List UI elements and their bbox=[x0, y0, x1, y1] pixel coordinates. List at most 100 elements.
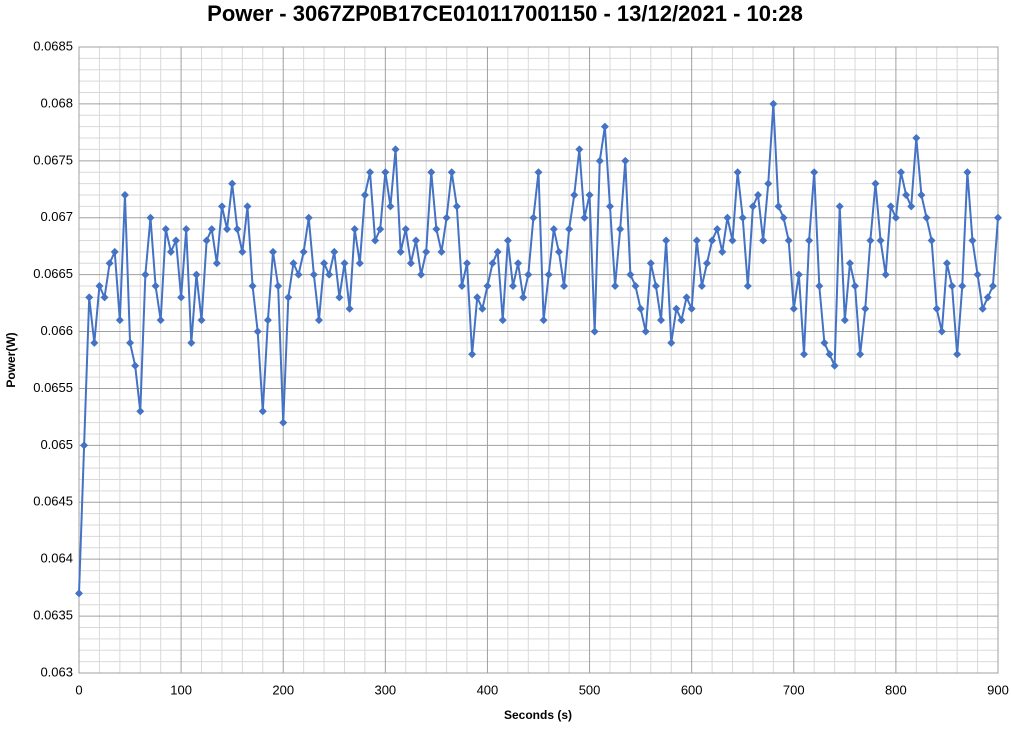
x-tick-label: 300 bbox=[374, 682, 396, 697]
data-point bbox=[789, 304, 798, 313]
data-point bbox=[856, 350, 865, 359]
x-tick-label: 800 bbox=[885, 682, 907, 697]
data-point bbox=[304, 213, 313, 222]
data-point bbox=[764, 179, 773, 188]
data-point bbox=[151, 282, 160, 291]
data-point bbox=[473, 293, 482, 302]
data-point bbox=[570, 190, 579, 199]
data-point bbox=[172, 236, 181, 245]
data-point bbox=[468, 350, 477, 359]
data-point bbox=[457, 282, 466, 291]
data-point bbox=[544, 270, 553, 279]
grid bbox=[78, 46, 999, 674]
data-point bbox=[687, 304, 696, 313]
data-point bbox=[493, 247, 502, 256]
data-point bbox=[754, 190, 763, 199]
data-point bbox=[432, 225, 441, 234]
data-point bbox=[508, 282, 517, 291]
data-point bbox=[815, 282, 824, 291]
data-point bbox=[891, 213, 900, 222]
data-point bbox=[126, 338, 135, 347]
data-point bbox=[177, 293, 186, 302]
y-tick-label: 0.0685 bbox=[33, 38, 73, 53]
y-tick-label: 0.0645 bbox=[33, 494, 73, 509]
data-point bbox=[738, 213, 747, 222]
data-point bbox=[263, 316, 272, 325]
data-point bbox=[692, 236, 701, 245]
data-point bbox=[80, 441, 89, 450]
x-tick-label: 500 bbox=[579, 682, 601, 697]
data-point bbox=[784, 236, 793, 245]
data-point bbox=[207, 225, 216, 234]
data-point bbox=[549, 225, 558, 234]
data-point bbox=[447, 168, 456, 177]
data-point bbox=[197, 316, 206, 325]
data-point bbox=[631, 282, 640, 291]
data-point bbox=[243, 202, 252, 211]
data-point bbox=[289, 259, 298, 268]
data-point bbox=[314, 316, 323, 325]
data-point bbox=[217, 202, 226, 211]
x-tick-label: 900 bbox=[987, 682, 1009, 697]
data-point bbox=[442, 213, 451, 222]
data-point bbox=[192, 270, 201, 279]
data-point bbox=[871, 179, 880, 188]
data-point bbox=[141, 270, 150, 279]
x-tick-label: 100 bbox=[170, 682, 192, 697]
data-point bbox=[697, 282, 706, 291]
data-point bbox=[713, 225, 722, 234]
data-point bbox=[851, 282, 860, 291]
y-tick-label: 0.064 bbox=[40, 551, 73, 566]
data-point bbox=[718, 247, 727, 256]
data-point bbox=[161, 225, 170, 234]
data-point bbox=[269, 247, 278, 256]
data-point bbox=[417, 270, 426, 279]
data-point bbox=[483, 282, 492, 291]
data-point bbox=[187, 338, 196, 347]
data-point bbox=[733, 168, 742, 177]
data-point bbox=[355, 259, 364, 268]
data-point bbox=[115, 316, 124, 325]
data-point bbox=[371, 236, 380, 245]
marks bbox=[75, 99, 1002, 598]
data-point bbox=[978, 304, 987, 313]
data-point bbox=[166, 247, 175, 256]
plot-area bbox=[78, 46, 999, 674]
data-point bbox=[672, 304, 681, 313]
data-point bbox=[799, 350, 808, 359]
data-point bbox=[779, 213, 788, 222]
data-point bbox=[284, 293, 293, 302]
data-point bbox=[90, 338, 99, 347]
data-point bbox=[182, 225, 191, 234]
data-point bbox=[223, 225, 232, 234]
y-tick-label: 0.067 bbox=[40, 209, 73, 224]
y-axis-label: Power(W) bbox=[4, 332, 18, 387]
data-point bbox=[146, 213, 155, 222]
data-point bbox=[381, 168, 390, 177]
data-point bbox=[258, 407, 267, 416]
data-point bbox=[958, 282, 967, 291]
data-point bbox=[667, 338, 676, 347]
chart-title: Power - 3067ZP0B17CE010117001150 - 13/12… bbox=[207, 1, 803, 26]
data-point bbox=[534, 168, 543, 177]
data-point bbox=[932, 304, 941, 313]
data-point bbox=[902, 190, 911, 199]
data-point bbox=[156, 316, 165, 325]
data-point bbox=[774, 202, 783, 211]
data-point bbox=[937, 327, 946, 336]
data-point bbox=[325, 270, 334, 279]
data-point bbox=[452, 202, 461, 211]
data-point bbox=[386, 202, 395, 211]
data-point bbox=[651, 282, 660, 291]
data-point bbox=[983, 293, 992, 302]
data-point bbox=[105, 259, 114, 268]
data-point bbox=[401, 225, 410, 234]
data-point bbox=[366, 168, 375, 177]
data-point bbox=[830, 361, 839, 370]
data-point bbox=[662, 236, 671, 245]
data-point bbox=[702, 259, 711, 268]
data-point bbox=[253, 327, 262, 336]
y-tick-label: 0.0655 bbox=[33, 380, 73, 395]
y-tick-label: 0.0635 bbox=[33, 608, 73, 623]
data-point bbox=[503, 236, 512, 245]
